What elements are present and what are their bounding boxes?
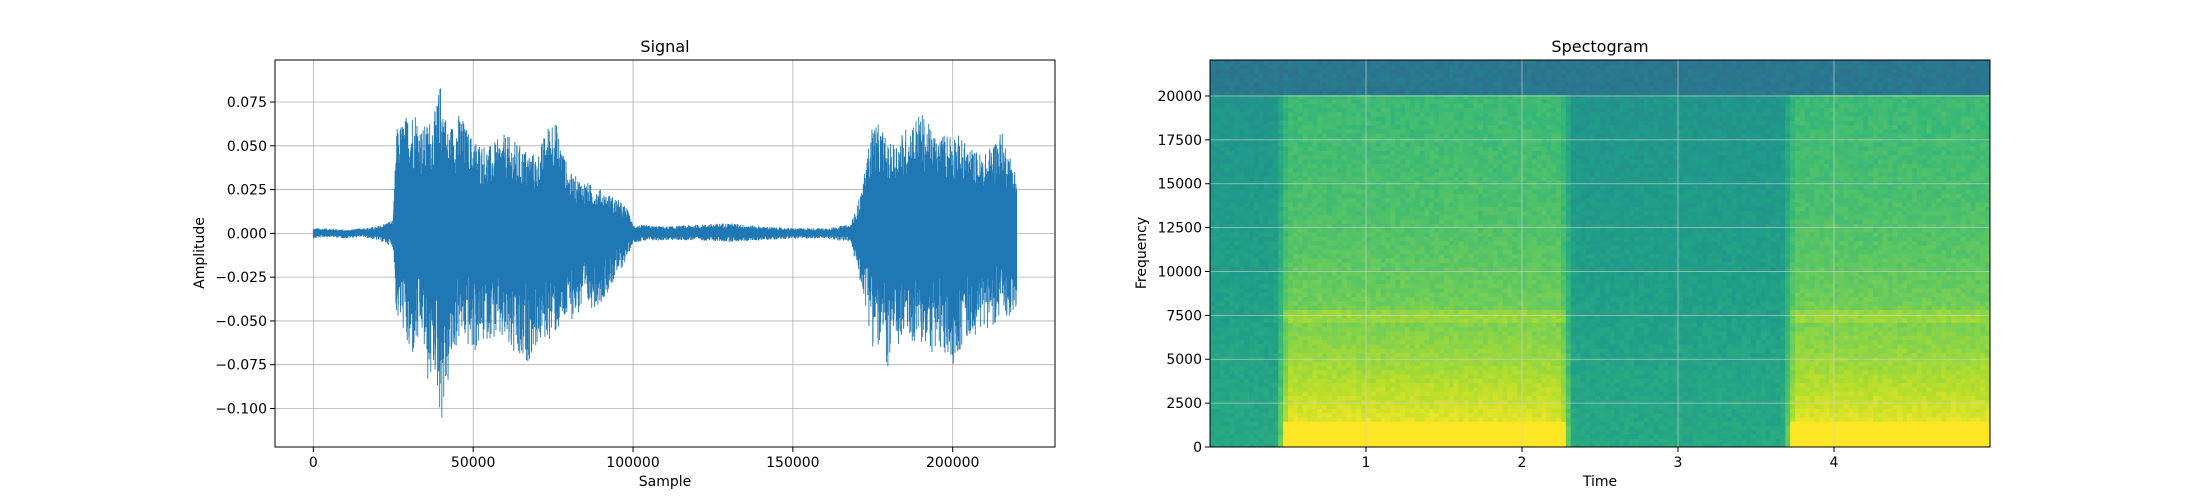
spectrogram-x-tick-label: 1	[1362, 455, 1371, 471]
spectrogram-x-tick-label: 2	[1518, 455, 1527, 471]
spectrogram-y-tick-label: 15000	[1157, 177, 1202, 193]
spectrogram-title: Spectogram	[1551, 37, 1648, 56]
signal-x-axis-label: Sample	[639, 474, 692, 490]
spectrogram-chart: Spectogram 1 2 3 4 0 2500 5000 7500 10000 12500 1…	[1134, 37, 1991, 490]
spectrogram-y-tick-label: 12500	[1157, 221, 1202, 237]
signal-y-tick-label: 0.050	[227, 139, 267, 155]
signal-x-tick-label: 0	[309, 455, 318, 471]
signal-line	[313, 88, 1016, 417]
spectrogram-image	[1210, 60, 1991, 448]
spectrogram-y-tick-label: 5000	[1166, 352, 1202, 368]
signal-y-tick-label: −0.075	[215, 358, 267, 374]
spectrogram-x-ticks: 1 2 3 4	[1362, 447, 1839, 471]
signal-y-tick-label: −0.025	[215, 270, 267, 286]
signal-y-tick-label: 0.025	[227, 183, 267, 199]
spectrogram-y-tick-label: 10000	[1157, 264, 1202, 280]
spectrogram-y-tick-label: 17500	[1157, 133, 1202, 149]
spectrogram-x-axis-label: Time	[1582, 474, 1617, 490]
signal-waveform	[313, 88, 1016, 417]
signal-y-ticks: 0.075 0.050 0.025 0.000 −0.025 −0.050 −0.075 −0…	[215, 95, 275, 417]
spectrogram-x-tick-label: 3	[1674, 455, 1683, 471]
spectrogram-y-axis-label: Frequency	[1134, 217, 1150, 289]
signal-title: Signal	[640, 37, 689, 56]
signal-x-tick-label: 200000	[926, 455, 979, 471]
signal-y-axis-label: Amplitude	[192, 217, 208, 289]
spectrogram-y-tick-label: 7500	[1166, 308, 1202, 324]
signal-y-tick-label: −0.100	[215, 401, 267, 417]
spectrogram-y-tick-label: 2500	[1166, 396, 1202, 412]
spectrogram-y-tick-label: 0	[1193, 440, 1202, 456]
signal-y-tick-label: 0.000	[227, 226, 267, 242]
signal-x-tick-label: 100000	[606, 455, 659, 471]
spectrogram-y-tick-label: 20000	[1157, 89, 1202, 105]
signal-x-tick-label: 150000	[766, 455, 819, 471]
signal-y-tick-label: −0.050	[215, 314, 267, 330]
signal-x-ticks: 0 50000 100000 150000 200000	[309, 447, 980, 471]
signal-y-tick-label: 0.075	[227, 95, 267, 111]
spectrogram-x-tick-label: 4	[1830, 455, 1839, 471]
signal-x-tick-label: 50000	[451, 455, 496, 471]
spectrogram-y-ticks: 0 2500 5000 7500 10000 12500 15000 17500 20000	[1157, 89, 1210, 456]
